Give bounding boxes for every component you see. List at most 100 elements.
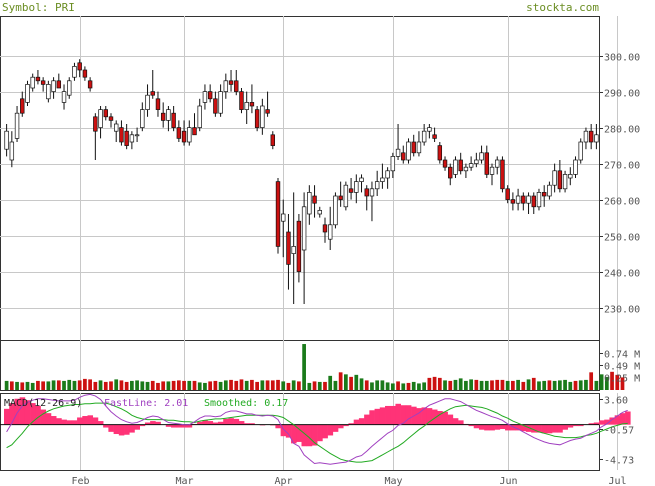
macd-hist-bar xyxy=(609,417,615,425)
candle-body xyxy=(114,123,119,132)
volume-bar xyxy=(516,379,520,390)
candle-body xyxy=(510,199,516,204)
macd-hist-bar xyxy=(567,424,574,428)
macd-hist-bar xyxy=(510,424,516,431)
macd-hist-bar xyxy=(71,420,78,425)
volume-bar xyxy=(197,382,202,390)
macd-hist-bar xyxy=(552,424,558,433)
volume-bar xyxy=(547,380,552,390)
volume-bar xyxy=(370,382,374,390)
macd-hist-bar xyxy=(385,405,391,425)
candle-body xyxy=(249,102,255,107)
macd-hist-bar xyxy=(244,423,250,425)
volume-bar xyxy=(422,382,427,390)
volume-bar xyxy=(417,383,421,390)
volume-bar xyxy=(464,380,468,390)
macd-hist-bar xyxy=(118,424,125,436)
candle-body xyxy=(72,66,77,78)
candle-body xyxy=(406,141,411,161)
month-label: Mar xyxy=(175,476,193,486)
macd-hist-bar xyxy=(24,400,31,425)
macd-hist-bar xyxy=(77,417,83,425)
price-candles xyxy=(4,59,599,304)
macd-hist-bar xyxy=(202,420,208,425)
volume-bar xyxy=(244,380,249,390)
candle-body xyxy=(333,195,338,226)
candle-body xyxy=(427,127,432,132)
macd-hist-bar xyxy=(134,424,141,430)
candle-body xyxy=(98,109,103,128)
volume-bar xyxy=(103,381,108,390)
volume-bar xyxy=(213,380,218,390)
candle-body xyxy=(568,174,573,179)
candle-body xyxy=(281,213,286,222)
candle-body xyxy=(484,152,489,175)
candle-body xyxy=(260,105,265,128)
macd-hist-bar xyxy=(322,424,328,439)
macd-hist-bar xyxy=(327,424,334,436)
volume-bar xyxy=(620,377,625,390)
candle-body xyxy=(234,80,239,92)
volume-bar xyxy=(83,378,87,390)
candle-body xyxy=(51,80,56,92)
price-tick-label: 250.00 xyxy=(604,233,640,244)
volume-bar xyxy=(25,381,30,390)
month-label: Jul xyxy=(608,476,626,486)
macd-hist-bar xyxy=(338,424,344,429)
candle-body xyxy=(463,166,469,172)
volume-bar xyxy=(495,379,500,390)
volume-bar xyxy=(364,380,369,390)
candle-body xyxy=(265,109,270,114)
volume-bar xyxy=(317,381,322,390)
macd-hist-bar xyxy=(233,418,240,425)
candle-body xyxy=(67,80,72,96)
candle-body xyxy=(171,112,176,128)
volume-bar xyxy=(130,380,134,390)
macd-hist-bar xyxy=(364,414,370,425)
macd-hist-bar xyxy=(217,421,224,425)
macd-hist-bar xyxy=(103,424,109,428)
macd-hist-bar xyxy=(520,424,527,432)
volume-bar xyxy=(443,380,447,390)
candle-body xyxy=(526,195,531,204)
volume-bar xyxy=(490,380,494,390)
candle-body xyxy=(421,130,427,143)
volume-bar xyxy=(192,380,197,390)
volume-bar xyxy=(610,371,614,390)
macd-hist-bar xyxy=(390,405,396,425)
macd-fastline-label: FastLine: 2.01 xyxy=(104,398,188,409)
volume-bar xyxy=(557,380,562,390)
volume-bar xyxy=(469,379,473,390)
macd-hist-bar xyxy=(311,424,318,446)
candle-body xyxy=(56,80,62,89)
macd-hist-bar xyxy=(374,408,381,425)
brand-label[interactable]: stockta.com xyxy=(526,1,599,14)
volume-bar xyxy=(208,381,213,390)
volume-bar xyxy=(385,382,390,390)
candle-body xyxy=(312,195,317,204)
volume-bar xyxy=(297,381,301,390)
price-tick-label: 260.00 xyxy=(604,197,640,208)
macd-hist-bar xyxy=(619,413,626,425)
candle-body xyxy=(223,80,229,92)
macd-smoothed-line xyxy=(6,402,628,463)
volume-bar xyxy=(344,374,348,390)
price-tick-label: 230.00 xyxy=(604,305,640,316)
candle-body xyxy=(583,130,589,143)
volume-bar xyxy=(229,379,233,390)
macd-hist-bar xyxy=(124,424,130,435)
macd-hist-bar xyxy=(238,421,245,425)
volume-bar xyxy=(323,381,327,390)
candle-body xyxy=(390,156,396,172)
candle-body xyxy=(416,141,422,154)
candle-body xyxy=(14,112,20,139)
volume-bar xyxy=(375,380,380,390)
macd-hist-bar xyxy=(223,418,229,425)
macd-hist-bar xyxy=(82,416,88,425)
price-pane xyxy=(0,16,600,341)
candle-body xyxy=(176,127,182,139)
volume-bar xyxy=(114,379,119,390)
volume-bar xyxy=(30,382,35,390)
volume-bar xyxy=(406,382,411,390)
